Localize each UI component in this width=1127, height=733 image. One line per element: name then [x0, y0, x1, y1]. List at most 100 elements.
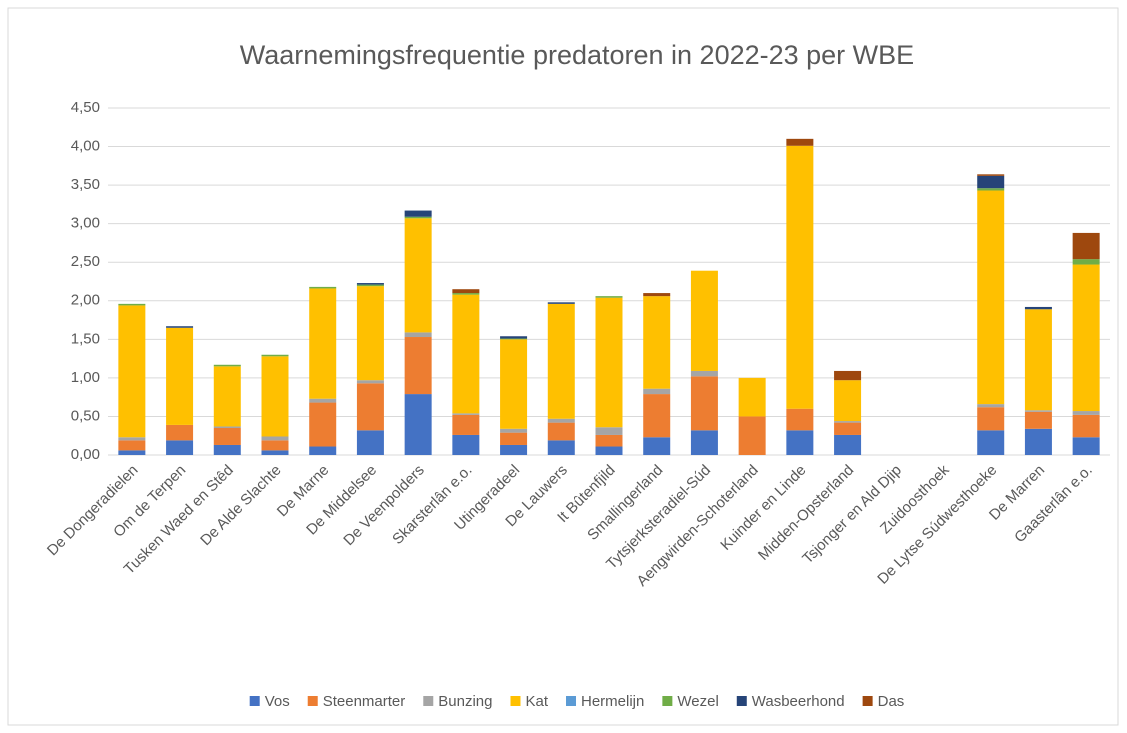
legend-label: Wasbeerhond: [752, 693, 845, 710]
bar-segment: [452, 293, 480, 295]
bar-segment: [356, 284, 384, 287]
bar-segment: [595, 446, 623, 455]
chart-title: Waarnemingsfrequentie predatoren in 2022…: [240, 40, 914, 70]
bar-segment: [213, 366, 241, 427]
bar-segment: [547, 302, 575, 304]
bar-segment: [404, 216, 432, 219]
legend-label: Kat: [525, 693, 548, 710]
bar-segment: [404, 210, 432, 217]
y-tick-label: 0,50: [71, 407, 100, 424]
bar-segment: [118, 303, 146, 306]
bar-segment: [261, 356, 289, 437]
bar-segment: [643, 394, 671, 438]
legend-label: Hermelijn: [581, 693, 644, 710]
bar-segment: [977, 407, 1005, 431]
bar-segment: [356, 430, 384, 455]
bar-segment: [1072, 232, 1100, 260]
bar-segment: [690, 376, 718, 431]
legend-label: Steenmarter: [323, 693, 406, 710]
legend-swatch: [307, 696, 318, 706]
bar-segment: [404, 394, 432, 455]
bar-segment: [547, 440, 575, 455]
bar-segment: [213, 444, 241, 455]
bar-segment: [1024, 411, 1052, 429]
bar-segment: [261, 436, 289, 441]
bar-segment: [309, 402, 337, 447]
y-tick-label: 1,50: [71, 330, 100, 347]
y-tick-label: 3,00: [71, 215, 100, 232]
bar-segment: [213, 426, 241, 429]
bar-segment: [166, 424, 194, 441]
bar-segment: [1024, 428, 1052, 455]
legend-swatch: [662, 696, 673, 706]
bar-segment: [595, 427, 623, 435]
bar-segment: [356, 286, 384, 381]
bar-segment: [977, 190, 1005, 405]
bar-segment: [452, 294, 480, 414]
bar-segment: [213, 364, 241, 367]
bar-segment: [356, 283, 384, 285]
bar-segment: [738, 377, 766, 417]
bar-segment: [309, 288, 337, 399]
bar-segment: [547, 303, 575, 419]
legend-swatch: [862, 696, 873, 706]
bar-segment: [118, 437, 146, 441]
bar-segment: [834, 380, 862, 422]
bar-segment: [690, 370, 718, 377]
y-tick-label: 2,50: [71, 253, 100, 270]
bar-segment: [643, 437, 671, 455]
bar-segment: [500, 338, 528, 340]
bar-segment: [500, 339, 528, 429]
bar-segment: [309, 446, 337, 455]
legend-item: Steenmarter: [307, 693, 406, 710]
bar-segment: [1024, 309, 1052, 411]
legend-item: Vos: [249, 693, 290, 710]
bar-segment: [404, 332, 432, 338]
bar-segment: [547, 418, 575, 423]
bar-segment: [786, 145, 814, 409]
bar-segment: [1072, 264, 1100, 412]
legend-item: Wezel: [662, 693, 719, 710]
bar-segment: [595, 297, 623, 428]
bar-segment: [500, 444, 528, 455]
bar-segment: [834, 434, 862, 455]
bar-segment: [118, 305, 146, 438]
bar-segment: [690, 270, 718, 371]
bar-segment: [309, 286, 337, 289]
bar-segment: [643, 388, 671, 395]
bar-segment: [977, 430, 1005, 455]
bar-segment: [690, 430, 718, 455]
bar-segment: [643, 293, 671, 297]
bar-segment: [834, 370, 862, 381]
bar-segment: [1024, 306, 1052, 310]
legend-label: Vos: [265, 693, 290, 710]
legend-item: Das: [862, 693, 905, 710]
bar-segment: [977, 175, 1005, 189]
bar-segment: [356, 383, 384, 431]
legend-label: Das: [878, 693, 905, 710]
bar-segment: [786, 138, 814, 146]
legend-item: Wasbeerhond: [736, 693, 845, 710]
bar-segment: [356, 380, 384, 384]
bar-segment: [595, 434, 623, 447]
legend-swatch: [566, 696, 577, 706]
bar-segment: [786, 408, 814, 431]
y-tick-label: 1,00: [71, 369, 100, 386]
bar-segment: [977, 404, 1005, 408]
bar-segment: [547, 422, 575, 441]
legend-item: Bunzing: [423, 693, 492, 710]
bar-segment: [1072, 411, 1100, 415]
bar-segment: [1072, 414, 1100, 438]
bar-segment: [786, 430, 814, 455]
legend-swatch: [423, 696, 434, 706]
bar-segment: [452, 434, 480, 455]
y-tick-label: 2,00: [71, 292, 100, 309]
bar-segment: [118, 440, 146, 451]
bar-segment: [452, 289, 480, 294]
bar-segment: [404, 218, 432, 333]
bar-segment: [1072, 437, 1100, 455]
bar-segment: [1024, 410, 1052, 412]
bar-segment: [452, 414, 480, 435]
legend-swatch: [249, 696, 260, 706]
bar-segment: [309, 398, 337, 403]
